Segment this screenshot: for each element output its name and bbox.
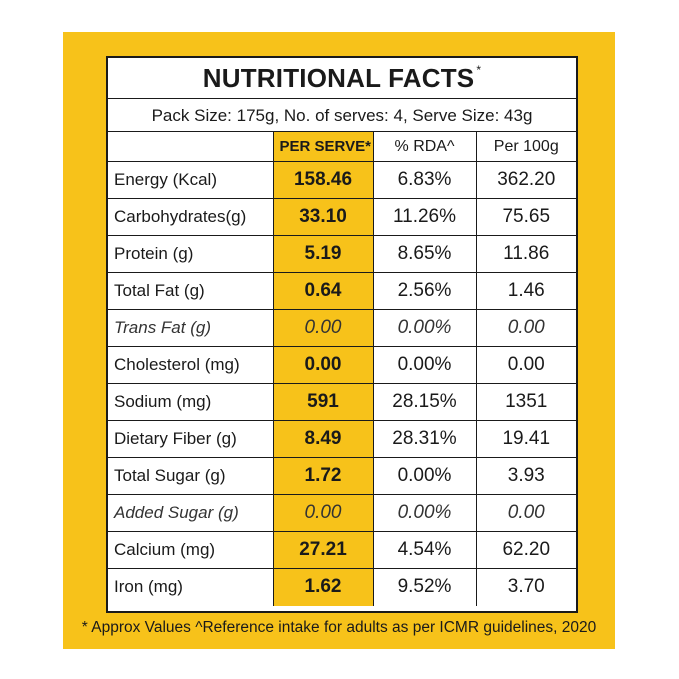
nutrient-name: Calcium (mg) — [108, 531, 274, 569]
footnote: * Approx Values ^Reference intake for ad… — [81, 619, 597, 636]
nutrient-name: Trans Fat (g) — [108, 309, 274, 347]
pack-size-info: Pack Size: 175g, No. of serves: 4, Serve… — [108, 98, 576, 132]
nutrition-table-wrapper: PER SERVE* % RDA^ Per 100g Energy (Kcal)… — [108, 131, 576, 606]
nutrient-name: Cholesterol (mg) — [108, 346, 274, 384]
per-serve-value: 0.64 — [272, 272, 374, 310]
rda-value: 28.15% — [372, 383, 477, 421]
header-per-serve: PER SERVE* — [272, 131, 374, 162]
nutrient-name: Iron (mg) — [108, 568, 274, 606]
rda-value: 8.65% — [372, 235, 477, 273]
per-100g-value: 1351 — [475, 383, 576, 421]
nutrient-name: Carbohydrates(g) — [108, 198, 274, 236]
per-serve-value: 8.49 — [272, 420, 374, 458]
rda-value: 11.26% — [372, 198, 477, 236]
nutrition-table: PER SERVE* % RDA^ Per 100g Energy (Kcal)… — [108, 131, 576, 606]
nutrition-facts-card: NUTRITIONAL FACTS * Pack Size: 175g, No. … — [106, 56, 578, 613]
per-serve-value: 591 — [272, 383, 374, 421]
nutrient-name: Sodium (mg) — [108, 383, 274, 421]
rda-value: 9.52% — [372, 568, 477, 606]
table-row: Iron (mg) 1.62 9.52% 3.70 — [108, 568, 576, 606]
table-row: Total Fat (g) 0.64 2.56% 1.46 — [108, 272, 576, 310]
header-nutrient — [108, 131, 274, 162]
table-row: Calcium (mg) 27.21 4.54% 62.20 — [108, 531, 576, 569]
per-serve-value: 27.21 — [272, 531, 374, 569]
rda-value: 0.00% — [372, 494, 477, 532]
title-asterisk: * — [476, 63, 482, 77]
table-row: Dietary Fiber (g) 8.49 28.31% 19.41 — [108, 420, 576, 458]
per-serve-value: 158.46 — [272, 161, 374, 199]
nutrient-name: Protein (g) — [108, 235, 274, 273]
per-100g-value: 0.00 — [475, 494, 576, 532]
rda-value: 6.83% — [372, 161, 477, 199]
per-serve-value: 33.10 — [272, 198, 374, 236]
rda-value: 28.31% — [372, 420, 477, 458]
label-background-panel: NUTRITIONAL FACTS * Pack Size: 175g, No. … — [63, 32, 615, 649]
nutrient-name: Added Sugar (g) — [108, 494, 274, 532]
table-row: Energy (Kcal) 158.46 6.83% 362.20 — [108, 161, 576, 199]
per-100g-value: 19.41 — [475, 420, 576, 458]
title-text: NUTRITIONAL FACTS — [202, 62, 475, 93]
nutrient-name: Total Sugar (g) — [108, 457, 274, 495]
table-row: Trans Fat (g) 0.00 0.00% 0.00 — [108, 309, 576, 347]
per-serve-value: 1.62 — [272, 568, 374, 606]
nutrition-table-body: Energy (Kcal) 158.46 6.83% 362.20 Carbohydra… — [108, 161, 576, 606]
header-per-100g: Per 100g — [475, 131, 576, 162]
per-serve-value: 0.00 — [272, 346, 374, 384]
per-100g-value: 0.00 — [475, 346, 576, 384]
per-100g-value: 0.00 — [475, 309, 576, 347]
per-100g-value: 62.20 — [475, 531, 576, 569]
table-header-row: PER SERVE* % RDA^ Per 100g — [108, 131, 576, 162]
rda-value: 2.56% — [372, 272, 477, 310]
rda-value: 0.00% — [372, 309, 477, 347]
table-row: Carbohydrates(g) 33.10 11.26% 75.65 — [108, 198, 576, 236]
per-100g-value: 3.93 — [475, 457, 576, 495]
per-serve-value: 5.19 — [272, 235, 374, 273]
nutrient-name: Energy (Kcal) — [108, 161, 274, 199]
per-serve-value: 0.00 — [272, 309, 374, 347]
per-100g-value: 1.46 — [475, 272, 576, 310]
rda-value: 4.54% — [372, 531, 477, 569]
rda-value: 0.00% — [372, 346, 477, 384]
table-row: Added Sugar (g) 0.00 0.00% 0.00 — [108, 494, 576, 532]
table-row: Sodium (mg) 591 28.15% 1351 — [108, 383, 576, 421]
nutrient-name: Dietary Fiber (g) — [108, 420, 274, 458]
nutrient-name: Total Fat (g) — [108, 272, 274, 310]
per-100g-value: 3.70 — [475, 568, 576, 606]
rda-value: 0.00% — [372, 457, 477, 495]
per-100g-value: 362.20 — [475, 161, 576, 199]
per-serve-value: 0.00 — [272, 494, 374, 532]
header-rda: % RDA^ — [372, 131, 477, 162]
table-row: Total Sugar (g) 1.72 0.00% 3.93 — [108, 457, 576, 495]
per-100g-value: 11.86 — [475, 235, 576, 273]
table-row: Protein (g) 5.19 8.65% 11.86 — [108, 235, 576, 273]
per-serve-value: 1.72 — [272, 457, 374, 495]
table-row: Cholesterol (mg) 0.00 0.00% 0.00 — [108, 346, 576, 384]
per-100g-value: 75.65 — [475, 198, 576, 236]
nutrition-title: NUTRITIONAL FACTS * — [108, 58, 576, 98]
